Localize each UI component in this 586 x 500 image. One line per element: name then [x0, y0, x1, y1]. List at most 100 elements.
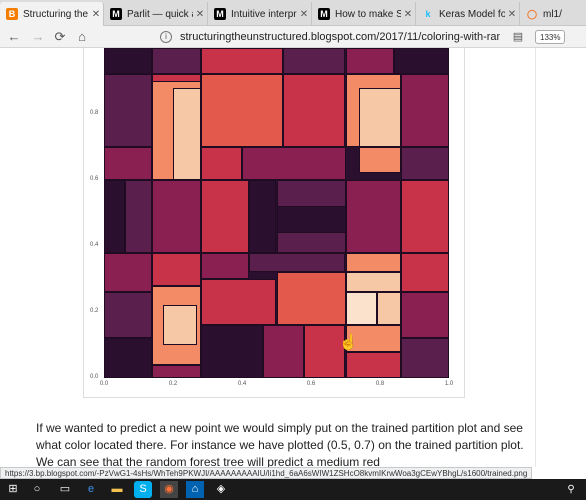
- url-text: structuringtheunstructured.blogspot.com/…: [180, 31, 500, 43]
- y-tick-label: 0.4: [90, 242, 99, 248]
- y-tick-label: 1.0: [90, 48, 98, 50]
- partition-region: [345, 252, 401, 273]
- partition-region: [283, 74, 346, 147]
- partition-region: [124, 180, 153, 253]
- browser-toolbar: ← → ⟳ ⌂ i structuringtheunstructured.blo…: [0, 26, 586, 48]
- page-content: 1.00.80.60.40.20.0 0.00.20.40.60.81.0 ☝ …: [0, 48, 586, 467]
- partition-region: [262, 325, 305, 378]
- partition-region: [276, 272, 346, 326]
- partition-region: [359, 87, 401, 147]
- kaggle-icon: k: [425, 9, 431, 19]
- x-tick-label: 0.8: [375, 381, 385, 387]
- tab-bar: B Structuring the U ✕ M Parlit — quick a…: [0, 0, 586, 26]
- cortana-icon[interactable]: ○: [33, 483, 41, 495]
- app-icon[interactable]: ◈: [216, 483, 226, 495]
- partition-region: [242, 147, 346, 180]
- tab-intuitive[interactable]: M Intuitive interpret ✕: [208, 2, 312, 26]
- partition-region: [104, 180, 125, 253]
- partition-region: [200, 180, 249, 253]
- reload-icon[interactable]: ⟳: [54, 29, 66, 44]
- medium-icon: M: [110, 8, 122, 20]
- partition-region: [200, 147, 242, 180]
- y-tick-label: 0.6: [90, 176, 99, 182]
- partition-region: [400, 74, 449, 147]
- x-tick-label: 0.2: [168, 381, 178, 387]
- close-tab-icon[interactable]: ✕: [403, 8, 413, 20]
- forward-icon[interactable]: →: [31, 29, 45, 44]
- close-tab-icon[interactable]: ✕: [507, 8, 517, 20]
- partition-region: [400, 180, 449, 253]
- partition-plot-figure[interactable]: 1.0 0.8 0.6 0.4 0.2 0.0 0.0 0.2 0.4 0.6 0.8 1.0: [83, 48, 465, 398]
- home-icon[interactable]: ⌂: [78, 29, 86, 44]
- close-tab-icon[interactable]: ✕: [195, 8, 205, 20]
- store-icon[interactable]: ⌂: [186, 481, 204, 498]
- edge-icon[interactable]: e: [87, 483, 95, 495]
- info-icon[interactable]: i: [160, 31, 172, 43]
- partition-region: [104, 252, 153, 293]
- partition-region: [345, 325, 401, 352]
- hand-cursor-icon: ☝: [339, 334, 358, 351]
- partition-region: [400, 252, 449, 293]
- tab-ml1[interactable]: ◯ ml1/: [520, 2, 586, 26]
- partition-region: [104, 48, 153, 75]
- windows-taskbar: ⊞ ○ ▭ e ▬ S ◉ ⌂ ◈ ⚲: [0, 479, 586, 500]
- partition-region: [248, 180, 277, 253]
- partition-region: [200, 279, 277, 326]
- y-tick-label: 0.0: [90, 374, 99, 380]
- partition-region: [400, 292, 449, 339]
- tab-label: Structuring the U: [23, 8, 89, 20]
- partition-region: [359, 147, 401, 174]
- partition-region: [152, 180, 201, 253]
- file-explorer-icon[interactable]: ▬: [111, 483, 123, 495]
- medium-icon: M: [318, 8, 330, 20]
- partition-region: [276, 206, 346, 233]
- partition-region: [393, 48, 449, 75]
- partition-region: [283, 48, 346, 75]
- x-tick-label: 0.4: [237, 381, 247, 387]
- close-tab-icon[interactable]: ✕: [91, 8, 101, 20]
- y-tick-label: 0.2: [90, 308, 99, 314]
- tab-parlit[interactable]: M Parlit — quick and ✕: [104, 2, 208, 26]
- article-paragraph: If we wanted to predict a new point we w…: [36, 421, 524, 467]
- partition-region: [400, 147, 449, 180]
- windows-start-icon[interactable]: ⊞: [8, 483, 18, 495]
- partition-region: [152, 252, 201, 286]
- tab-sgi[interactable]: M How to make SGI ✕: [312, 2, 416, 26]
- zoom-level[interactable]: 133%: [535, 30, 566, 44]
- partition-plot: [104, 48, 449, 378]
- partition-region: [104, 147, 153, 180]
- partition-region: [104, 338, 153, 378]
- reader-view-icon[interactable]: ▤: [512, 31, 524, 43]
- close-tab-icon[interactable]: ✕: [299, 8, 309, 20]
- partition-region: [345, 292, 377, 326]
- address-bar[interactable]: i structuringtheunstructured.blogspot.co…: [160, 28, 500, 46]
- partition-region: [376, 292, 401, 326]
- partition-region: [162, 305, 198, 345]
- firefox-icon[interactable]: ◉: [160, 481, 178, 498]
- partition-region: [173, 87, 201, 180]
- tab-label: Keras Model for I: [439, 8, 505, 20]
- blogger-icon: B: [6, 8, 18, 20]
- tab-label: How to make SGI: [335, 8, 401, 20]
- back-icon[interactable]: ←: [7, 29, 21, 44]
- partition-region: [152, 48, 201, 75]
- tab-label: Intuitive interpret: [231, 8, 297, 20]
- x-tick-label: 1.0: [444, 381, 454, 387]
- partition-region: [200, 325, 263, 378]
- tab-keras[interactable]: k Keras Model for I ✕: [416, 2, 520, 26]
- partition-region: [200, 252, 249, 279]
- partition-region: [200, 48, 284, 75]
- task-view-icon[interactable]: ▭: [59, 483, 71, 495]
- jupyter-icon: ◯: [526, 8, 538, 19]
- partition-region: [304, 325, 346, 378]
- tab-label: Parlit — quick and: [127, 8, 193, 20]
- partition-region: [345, 351, 401, 378]
- skype-icon[interactable]: S: [134, 481, 152, 498]
- tab-structuring[interactable]: B Structuring the U ✕: [0, 2, 104, 26]
- partition-region: [345, 48, 394, 75]
- x-tick-label: 0.6: [306, 381, 316, 387]
- y-tick-label: 0.8: [90, 110, 99, 116]
- people-icon[interactable]: ⚲: [567, 484, 575, 495]
- medium-icon: M: [214, 8, 226, 20]
- partition-region: [248, 252, 346, 273]
